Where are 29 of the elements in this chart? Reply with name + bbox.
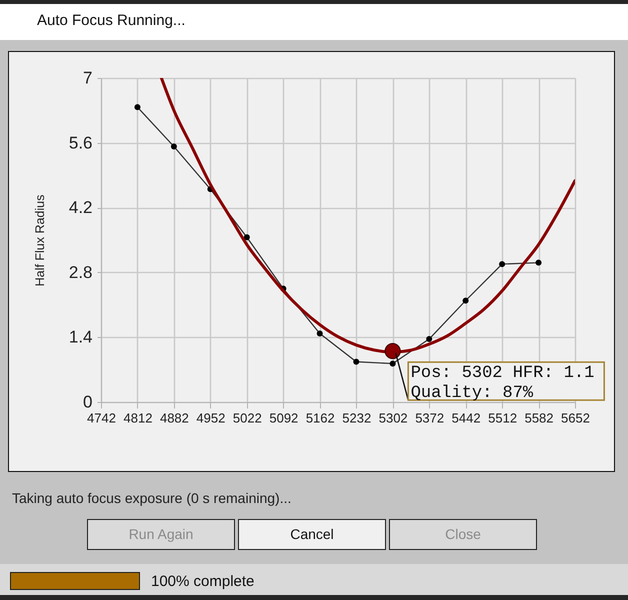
x-tick-label: 4812 bbox=[124, 410, 152, 426]
x-tick-label: 4742 bbox=[87, 410, 116, 426]
y-axis-title: Half Flux Radius bbox=[32, 194, 47, 286]
y-tick-label: 7 bbox=[83, 68, 92, 88]
x-tick-label: 5302 bbox=[378, 410, 408, 426]
annotation: Pos: 5302 HFR: 1.1 Quality: 87% bbox=[410, 364, 594, 404]
chart-title: Auto Focus Running... bbox=[37, 12, 186, 29]
x-tick-label: 4952 bbox=[196, 410, 226, 426]
y-tick-label: 0 bbox=[83, 392, 92, 412]
x-tick-label: 5232 bbox=[342, 410, 372, 426]
x-tick-label: 4882 bbox=[160, 410, 189, 426]
button: Close bbox=[389, 519, 537, 550]
x-tick-label: 5652 bbox=[561, 410, 590, 426]
x-tick-label: 5512 bbox=[488, 410, 518, 426]
button: Cancel bbox=[238, 519, 386, 550]
x-tick-label: 5582 bbox=[524, 410, 554, 426]
y-tick-label: 4.2 bbox=[68, 198, 92, 218]
y-tick-label: 2.8 bbox=[68, 262, 92, 282]
x-tick-label: 5162 bbox=[306, 410, 335, 426]
x-tick-label: 5372 bbox=[415, 410, 444, 426]
button: Run Again bbox=[87, 519, 235, 550]
text: 100% complete bbox=[151, 573, 254, 590]
x-tick-label: 5022 bbox=[232, 410, 262, 426]
y-tick-label: 5.6 bbox=[68, 133, 92, 152]
text: Taking auto focus exposure (0 s remaining)... bbox=[12, 490, 292, 506]
x-tick-label: 5092 bbox=[269, 410, 298, 426]
point bbox=[384, 343, 401, 360]
x-tick-label: 5442 bbox=[452, 410, 481, 426]
y-tick-label: 1.4 bbox=[68, 328, 92, 347]
